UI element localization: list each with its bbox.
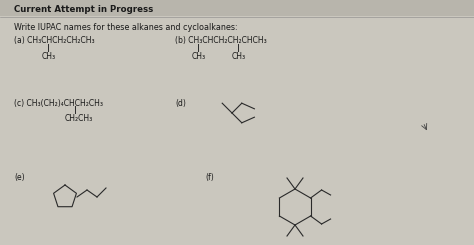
Text: Write IUPAC names for these alkanes and cycloalkanes:: Write IUPAC names for these alkanes and … xyxy=(14,23,237,32)
Text: (b) CH₃CHCH₂CH₂CHCH₃: (b) CH₃CHCH₂CH₂CHCH₃ xyxy=(175,37,267,46)
Text: (c) CH₃(CH₂)₄CHCH₂CH₃: (c) CH₃(CH₂)₄CHCH₂CH₃ xyxy=(14,98,103,108)
Text: Current Attempt in Progress: Current Attempt in Progress xyxy=(14,4,153,13)
Text: CH₃: CH₃ xyxy=(42,51,56,61)
Text: CH₃: CH₃ xyxy=(192,51,206,61)
Text: (d): (d) xyxy=(175,98,186,108)
Text: CH₂CH₃: CH₂CH₃ xyxy=(65,113,93,122)
Text: (e): (e) xyxy=(14,172,25,182)
Text: (a) CH₃CHCH₂CH₂CH₃: (a) CH₃CHCH₂CH₂CH₃ xyxy=(14,37,95,46)
Text: CH₃: CH₃ xyxy=(232,51,246,61)
Bar xyxy=(0,0,474,16)
Text: (f): (f) xyxy=(205,172,214,182)
